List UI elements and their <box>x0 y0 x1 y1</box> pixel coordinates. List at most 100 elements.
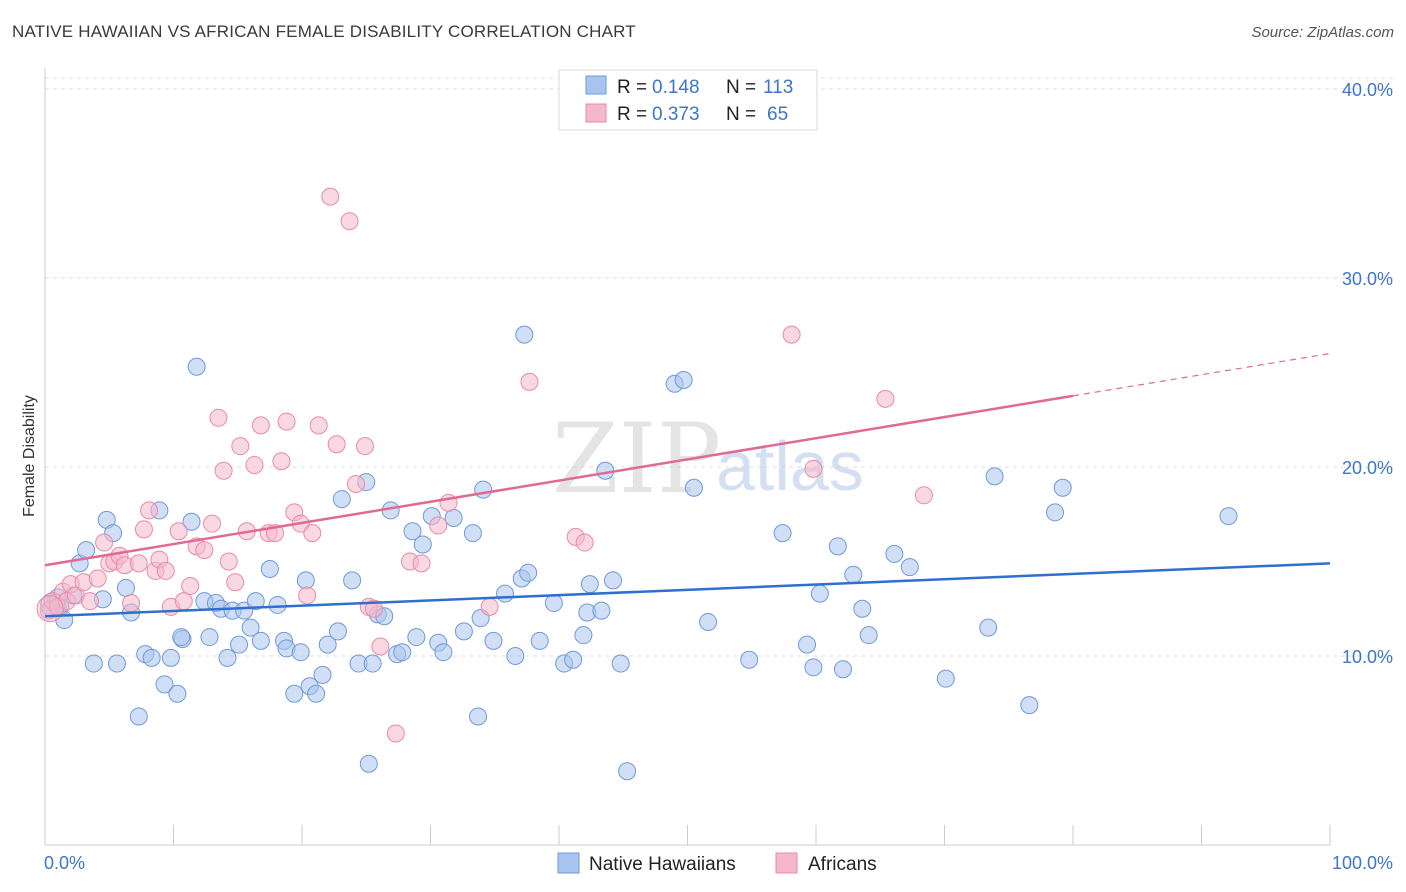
chart-title: NATIVE HAWAIIAN VS AFRICAN FEMALE DISABI… <box>12 22 636 41</box>
point-native-hawaiian <box>77 541 96 560</box>
point-african <box>321 187 340 206</box>
point-african <box>277 412 296 431</box>
legend-n-label-2: N = <box>726 104 756 125</box>
point-african <box>355 437 374 456</box>
point-african <box>298 586 317 605</box>
point-native-hawaiian <box>900 558 919 577</box>
point-african <box>169 522 188 541</box>
point-native-hawaiian <box>241 618 260 637</box>
axes <box>44 68 1331 846</box>
trend-line-native-hawaiians <box>44 562 1331 618</box>
legend-box: R = 0.148 N = 113 R = 0.373 N = 65 <box>558 69 818 131</box>
point-native-hawaiian <box>84 654 103 673</box>
point-african <box>80 592 99 611</box>
point-african <box>195 541 214 560</box>
point-african <box>364 599 383 618</box>
point-african <box>95 533 114 552</box>
point-native-hawaiian <box>985 467 1004 486</box>
point-native-hawaiian <box>810 584 829 603</box>
point-native-hawaiian <box>515 325 534 344</box>
point-african <box>226 573 245 592</box>
point-african <box>520 372 539 391</box>
point-native-hawaiian <box>936 669 955 688</box>
point-native-hawaiian <box>804 658 823 677</box>
point-native-hawaiian <box>313 665 332 684</box>
point-native-hawaiian <box>172 628 191 647</box>
point-african <box>480 597 499 616</box>
y-tick-label: 10.0% <box>1342 647 1393 667</box>
point-african-cluster <box>36 595 64 623</box>
legend-n-label-1: N = <box>726 77 756 98</box>
legend-r-label-1: R = <box>617 77 647 98</box>
series-native-hawaiians <box>40 325 1238 781</box>
point-native-hawaiian <box>155 675 174 694</box>
point-native-hawaiian <box>592 601 611 620</box>
point-native-hawaiian <box>363 654 382 673</box>
point-native-hawaiian <box>603 571 622 590</box>
point-african <box>371 637 390 656</box>
point-african <box>346 474 365 493</box>
point-native-hawaiian <box>268 595 287 614</box>
point-native-hawaiian <box>168 684 187 703</box>
point-native-hawaiian <box>1053 478 1072 497</box>
chart-source: Source: ZipAtlas.com <box>1251 24 1394 41</box>
point-native-hawaiian <box>574 626 593 645</box>
point-native-hawaiian <box>444 508 463 527</box>
point-native-hawaiian <box>463 524 482 543</box>
point-native-hawaiian <box>285 684 304 703</box>
point-african <box>575 533 594 552</box>
trend-line-africans-extension <box>1072 352 1331 397</box>
point-native-hawaiian <box>798 635 817 654</box>
point-native-hawaiian <box>674 371 693 389</box>
point-native-hawaiian <box>434 643 453 662</box>
point-native-hawaiian <box>530 631 549 650</box>
point-native-hawaiian <box>116 578 135 597</box>
point-native-hawaiian <box>343 571 362 590</box>
point-native-hawaiian <box>580 575 599 594</box>
point-african <box>209 408 228 427</box>
legend-n-value-2: 65 <box>767 104 788 125</box>
point-native-hawaiian <box>246 592 265 611</box>
point-native-hawaiian <box>142 648 161 667</box>
y-axis-label: Female Disability <box>21 395 38 517</box>
point-native-hawaiian <box>318 635 337 654</box>
x-tick-max: 100.0% <box>1332 853 1393 873</box>
point-african <box>386 724 405 743</box>
point-african <box>340 212 359 231</box>
point-native-hawaiian <box>328 622 347 641</box>
bottom-legend-swatch-pink <box>775 852 798 874</box>
point-african <box>219 552 238 571</box>
point-african <box>914 486 933 505</box>
point-native-hawaiian <box>885 544 904 563</box>
watermark-atlas: atlas <box>716 427 864 505</box>
point-african <box>804 459 823 478</box>
point-native-hawaiian <box>307 684 326 703</box>
y-tick-label: 30.0% <box>1342 269 1393 289</box>
point-african <box>429 516 448 535</box>
point-native-hawaiian <box>740 650 759 669</box>
legend-n-value-1: 113 <box>763 77 793 98</box>
point-african <box>88 569 107 588</box>
trend-line-africans <box>44 394 1074 567</box>
trend-lines <box>44 352 1331 618</box>
point-native-hawaiian <box>161 648 180 667</box>
x-tick-min: 0.0% <box>44 853 85 873</box>
point-native-hawaiian <box>484 631 503 650</box>
point-native-hawaiian <box>182 512 201 531</box>
point-african <box>134 520 153 539</box>
legend-swatch-pink <box>585 103 607 123</box>
legend-r-value-1: 0.148 <box>652 77 700 98</box>
point-native-hawaiian <box>564 650 583 669</box>
legend-r-value-2: 0.373 <box>652 104 700 125</box>
point-native-hawaiian <box>218 648 237 667</box>
point-native-hawaiian <box>332 490 351 509</box>
legend-r-label-2: R = <box>617 104 647 125</box>
point-native-hawaiian <box>251 631 270 650</box>
point-native-hawaiian <box>469 707 488 726</box>
point-african <box>156 561 175 580</box>
point-native-hawaiian <box>474 480 493 499</box>
y-tick-labels: 10.0% 20.0% 30.0% 40.0% <box>1342 80 1393 667</box>
bottom-legend-africans: Africans <box>808 854 877 875</box>
point-native-hawaiian <box>359 754 378 773</box>
point-native-hawaiian <box>454 622 473 641</box>
